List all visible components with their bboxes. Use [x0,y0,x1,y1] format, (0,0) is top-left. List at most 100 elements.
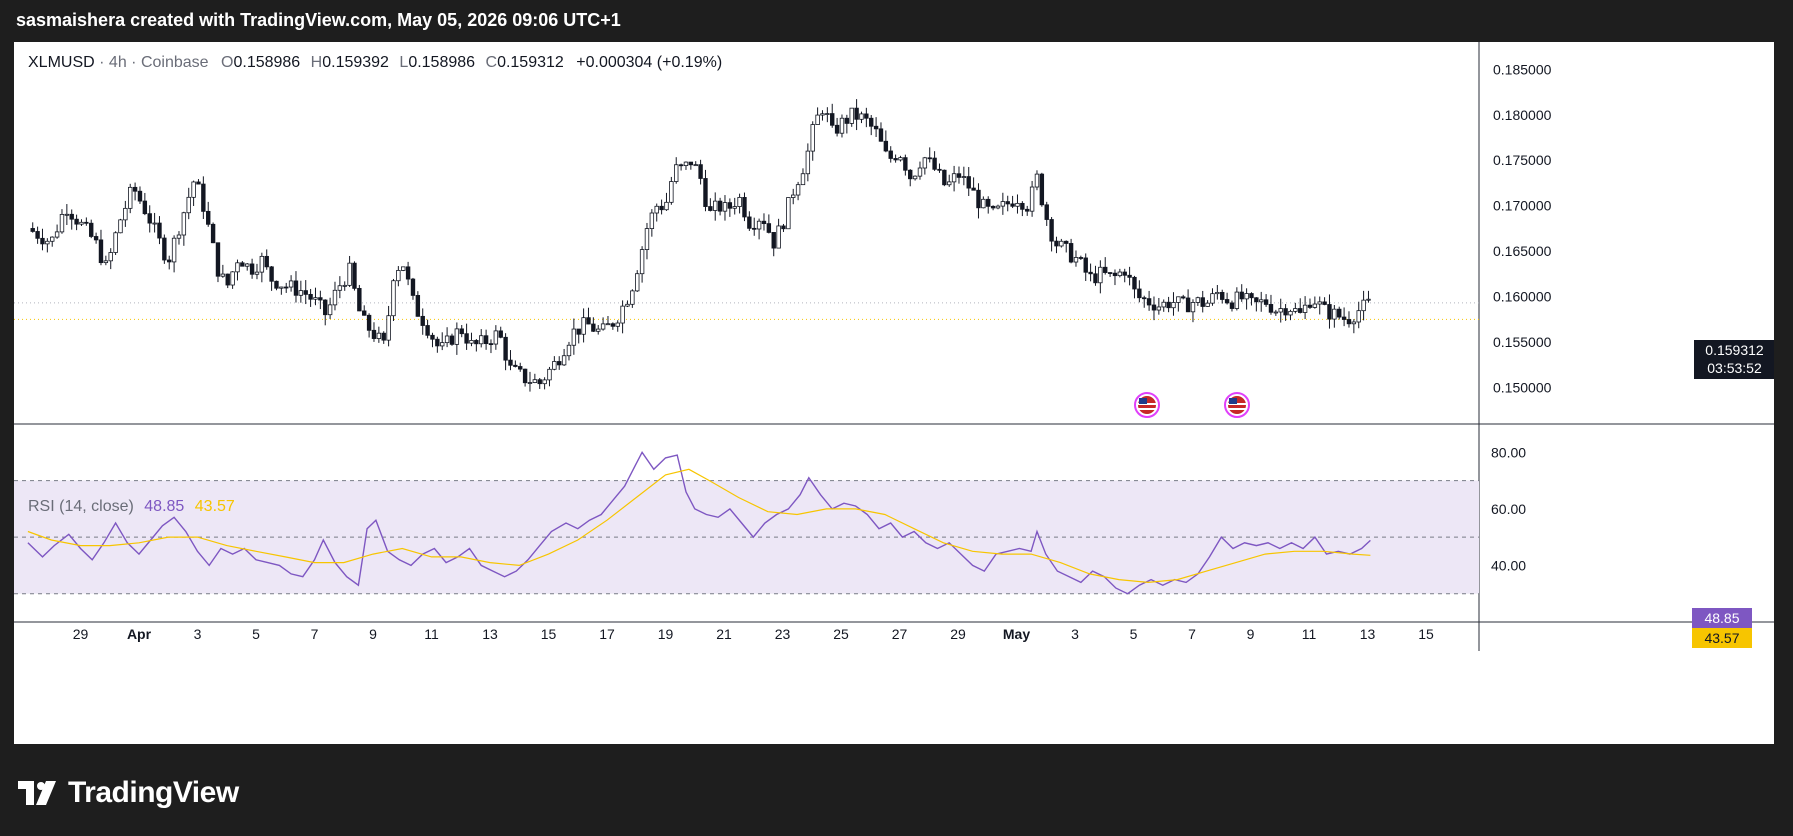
candle-body [971,187,976,191]
rsi-legend: RSI (14, close) 48.85 43.57 [28,498,235,516]
chart-panel[interactable]: 0.185000 0.180000 0.175000 0.170000 0.165000… [14,42,1774,744]
candle-body [703,178,708,207]
symbol-name[interactable]: XLMUSD [28,54,95,71]
candle-body [1317,301,1322,305]
candle-body [1176,296,1181,303]
candle-body [566,344,572,357]
candle-body [756,220,762,230]
candle-body [89,222,94,237]
candle-body [781,225,786,230]
candle-body [245,263,250,267]
candle-body [1000,201,1006,207]
rsi-tick-label: 40.00 [1491,557,1526,573]
candle-body [288,280,294,288]
candle-body [561,355,567,366]
candle-body [225,273,230,286]
candle-body [118,219,123,234]
candle-body [732,206,737,209]
candle-body [1322,301,1327,305]
candle-body [167,259,172,263]
candle-body [922,157,928,169]
candle-body [142,200,148,215]
rsi-title[interactable]: RSI (14, close) [28,498,134,515]
candle-body [912,175,918,180]
candle-body [869,117,874,127]
candle-body [84,221,89,224]
candle-body [79,221,84,225]
high-value: 0.159392 [322,54,389,71]
candle-body [1151,304,1157,311]
candle-body [1190,302,1196,313]
candle-body [547,368,552,381]
candle-body [839,117,845,134]
candle-body [693,164,698,167]
candle-body [625,303,630,307]
candle-body [1307,304,1313,308]
candle-body [527,382,533,384]
candle-body [332,289,338,306]
candle-body [1146,298,1152,306]
price-tick-label: 0.155000 [1493,334,1552,350]
time-tick-label: 11 [1302,626,1317,642]
tradingview-logo-icon [18,781,56,805]
candle-body [54,231,60,238]
candle-body [766,223,772,233]
candle-body [40,237,45,245]
candle-body [834,124,840,134]
candle-body [469,340,474,344]
chart-canvas[interactable]: 0.185000 0.180000 0.175000 0.170000 0.165000… [14,42,1774,744]
candle-body [576,328,581,335]
candle-body [171,237,177,263]
candle-body [1034,173,1040,188]
candle-body [415,295,421,317]
price-tick-label: 0.165000 [1493,243,1552,259]
candle-body [503,336,508,361]
bar-countdown: 03:53:52 [1707,360,1762,376]
candle-body [605,323,611,326]
candle-body [1273,311,1279,314]
candle-body [479,335,484,345]
time-tick-label: 15 [1418,626,1434,642]
time-tick-label: 29 [950,626,966,642]
candle-body [1117,271,1123,277]
candle-body [113,232,118,253]
time-tick-label: 27 [892,626,908,642]
candle-body [557,361,562,366]
candle-body [493,330,499,345]
candle-body [1205,302,1210,307]
candle-body [371,329,377,339]
candle-body [522,368,528,384]
candle-body [844,117,850,124]
time-tick-label: 13 [482,626,498,642]
candle-body [674,164,679,182]
candle-body [995,205,1001,209]
candle-body [464,333,469,344]
time-tick-label: 23 [775,626,791,642]
candle-body [259,255,265,273]
candle-body [1059,240,1064,247]
candle-body [323,299,328,316]
candle-body [678,164,684,167]
candle-body [444,335,450,344]
candle-body [1366,298,1371,301]
candle-body [898,157,903,161]
us-flag-event-icon[interactable] [1134,392,1160,418]
candle-body [683,161,689,166]
candle-body [308,293,313,300]
candle-body [132,186,138,192]
candle-body [1103,266,1108,273]
candle-body [951,173,957,183]
candle-body [1112,272,1118,277]
candle-body [69,213,74,220]
time-tick-label: 29 [73,626,89,642]
candle-body [449,335,455,345]
candle-body [1293,308,1298,312]
candle-body [162,237,167,261]
candle-body [859,113,864,120]
candle-body [932,157,937,170]
candle-body [698,164,703,179]
candle-body [727,202,733,209]
tradingview-brand[interactable]: TradingView [18,776,239,810]
us-flag-event-icon[interactable] [1224,392,1250,418]
price-tick-label: 0.180000 [1493,107,1552,123]
